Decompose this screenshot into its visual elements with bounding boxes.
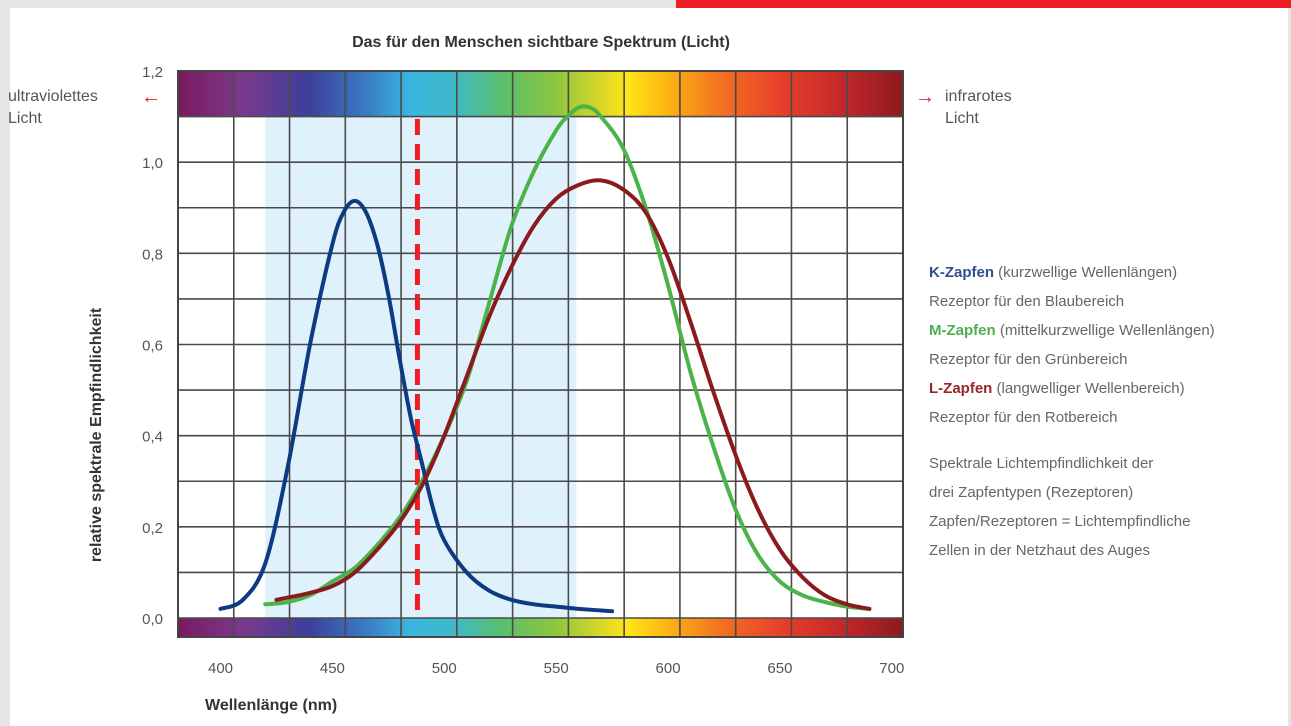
x-axis-label: Wellenlänge (nm) xyxy=(205,697,338,714)
plot-border xyxy=(177,70,904,638)
frame-right-border xyxy=(1288,8,1291,726)
note-line-1: Spektrale Lichtempfindlichkeit der xyxy=(929,455,1154,472)
legend-m-desc: (mittelkurzwellige Wellenlängen) xyxy=(995,322,1215,339)
spectrum-band-top xyxy=(178,71,903,117)
frame-left-border xyxy=(0,0,10,726)
y-tick-label: 0,4 xyxy=(142,429,163,446)
note-line-3: Zapfen/Rezeptoren = Lichtempfindliche xyxy=(929,513,1191,530)
description-note: Spektrale Lichtempfindlichkeit der drei … xyxy=(929,449,1289,565)
legend-m-name: M-Zapfen xyxy=(929,322,996,339)
x-tick-label: 600 xyxy=(656,660,681,677)
chart-title: Das für den Menschen sichtbare Spektrum … xyxy=(352,34,730,51)
legend-m-row: M-Zapfen (mittelkurzwellige Wellenlängen… xyxy=(929,316,1289,345)
legend-k-row: K-Zapfen (kurzwellige Wellenlängen) xyxy=(929,258,1289,287)
legend-k-name: K-Zapfen xyxy=(929,264,994,281)
arrow-left-icon: ← xyxy=(141,86,161,108)
legend-k-role: Rezeptor für den Blaubereich xyxy=(929,293,1125,310)
y-tick-label: 0,8 xyxy=(142,246,163,263)
y-tick-label: 1,0 xyxy=(142,155,163,172)
y-tick-label: 1,2 xyxy=(142,64,163,81)
ir-label-line2: Licht xyxy=(945,110,979,127)
frame-top-accent-bar xyxy=(676,0,1291,8)
legend-l-role: Rezeptor für den Rotbereich xyxy=(929,409,1118,426)
x-tick-label: 700 xyxy=(879,660,904,677)
uv-label: ultraviolettes Licht xyxy=(8,86,158,130)
x-tick-label: 400 xyxy=(208,660,233,677)
visible-range-highlight xyxy=(265,117,577,618)
note-line-4: Zellen in der Netzhaut des Auges xyxy=(929,542,1150,559)
x-tick-label: 650 xyxy=(767,660,792,677)
y-tick-label: 0,0 xyxy=(142,611,163,628)
y-tick-label: 0,2 xyxy=(142,520,163,537)
uv-label-line2: Licht xyxy=(8,110,42,127)
x-tick-label: 450 xyxy=(320,660,345,677)
x-tick-label: 500 xyxy=(432,660,457,677)
spectrum-band-bottom xyxy=(178,618,903,637)
x-tick-label: 550 xyxy=(544,660,569,677)
legend-l-desc: (langwelliger Wellenbereich) xyxy=(992,380,1185,397)
legend-l-name: L-Zapfen xyxy=(929,380,993,397)
legend-k-desc: (kurzwellige Wellenlängen) xyxy=(994,264,1178,281)
k-cone-curve xyxy=(218,198,615,614)
legend-l-row: L-Zapfen (langwelliger Wellenbereich) xyxy=(929,374,1289,403)
legend-m-role: Rezeptor für den Grünbereich xyxy=(929,351,1128,368)
ir-label-line1: infrarotes xyxy=(945,88,1012,105)
y-tick-label: 0,6 xyxy=(142,338,163,355)
legend: K-Zapfen (kurzwellige Wellenlängen) Reze… xyxy=(929,258,1289,432)
note-line-2: drei Zapfentypen (Rezeptoren) xyxy=(929,484,1134,501)
l-cone-curve xyxy=(274,178,872,611)
ir-label: infrarotes Licht xyxy=(945,86,1085,130)
frame-top-border xyxy=(0,0,676,8)
arrow-right-icon: → xyxy=(915,86,935,108)
uv-label-line1: ultraviolettes xyxy=(8,88,98,105)
m-cone-curve xyxy=(263,104,872,611)
y-axis-label: relative spektrale Empfindlichkeit xyxy=(88,307,105,563)
